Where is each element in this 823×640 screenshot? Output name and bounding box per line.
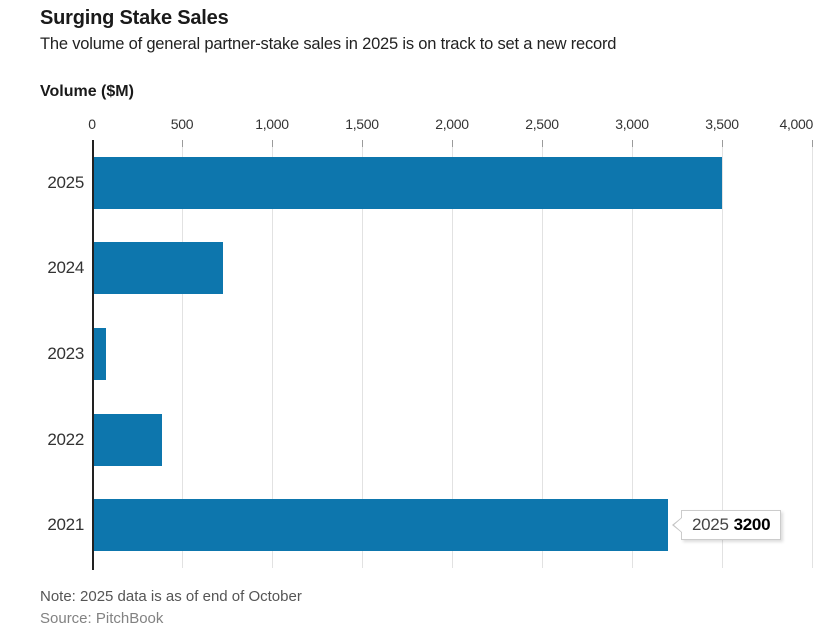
y-axis-label: 2025 [47,172,84,192]
gridline [722,140,723,568]
y-axis-label: 2021 [47,515,84,535]
x-tickmark [632,140,633,147]
x-tick-label: 0 [88,116,96,132]
x-tickmark [452,140,453,147]
bar-rows: 2025 2024 2023 2022 2021 [47,140,812,568]
gridline [542,140,543,568]
bar-row-2025: 2025 [47,140,812,226]
gridline [362,140,363,568]
x-tick-label: 2,500 [525,116,559,132]
tooltip-caret-icon [674,517,683,533]
bar-row-2022: 2022 [47,397,812,483]
y-axis-line [92,140,94,570]
gridline [272,140,273,568]
bar-row-2024: 2024 [47,226,812,312]
x-tick-label: 1,500 [345,116,379,132]
x-tick-label: 4,000 [779,116,814,132]
source-line: Source: PitchBook [40,610,164,627]
tooltip-series-label: 2025 [692,515,729,534]
bar-row-2021: 2021 [47,482,812,568]
chart-subtitle: The volume of general partner-stake sale… [40,35,617,53]
x-tick-label: 500 [170,116,194,132]
x-tick-label: 1,000 [255,116,289,132]
x-tickmark [722,140,723,147]
x-tickmark [182,140,183,147]
x-tickmark [272,140,273,147]
x-tick-label: 3,500 [705,116,739,132]
tooltip-value: 3200 [733,515,771,534]
x-tick-label: 2,000 [435,116,469,132]
bar-2023[interactable] [92,327,107,380]
x-tickmark [542,140,543,147]
gridline [452,140,453,568]
x-tickmark [362,140,363,147]
bar-row-2023: 2023 [47,311,812,397]
bar-2024[interactable] [92,242,224,295]
bar-2021[interactable] [92,499,668,552]
plot-area: 2025 2024 2023 2022 2021 [47,140,813,568]
y-axis-label: 2022 [47,429,84,449]
footnote: Note: 2025 data is as of end of October [40,588,302,605]
x-tickmark [812,140,813,147]
x-axis-tick-labels: 0 500 1,000 1,500 2,000 2,500 3,000 3,50… [88,116,814,134]
gridline [632,140,633,568]
chart-title: Surging Stake Sales [40,7,229,29]
y-axis-label: 2023 [47,343,84,363]
gridline [182,140,183,568]
tooltip: 2025 3200 [672,510,782,540]
bar-2022[interactable] [92,413,163,466]
x-tick-label: 3,000 [615,116,649,132]
gridline [812,140,813,568]
y-axis-label: 2024 [47,258,84,278]
x-axis-title: Volume ($M) [40,83,134,100]
bar-2025[interactable] [92,156,722,209]
